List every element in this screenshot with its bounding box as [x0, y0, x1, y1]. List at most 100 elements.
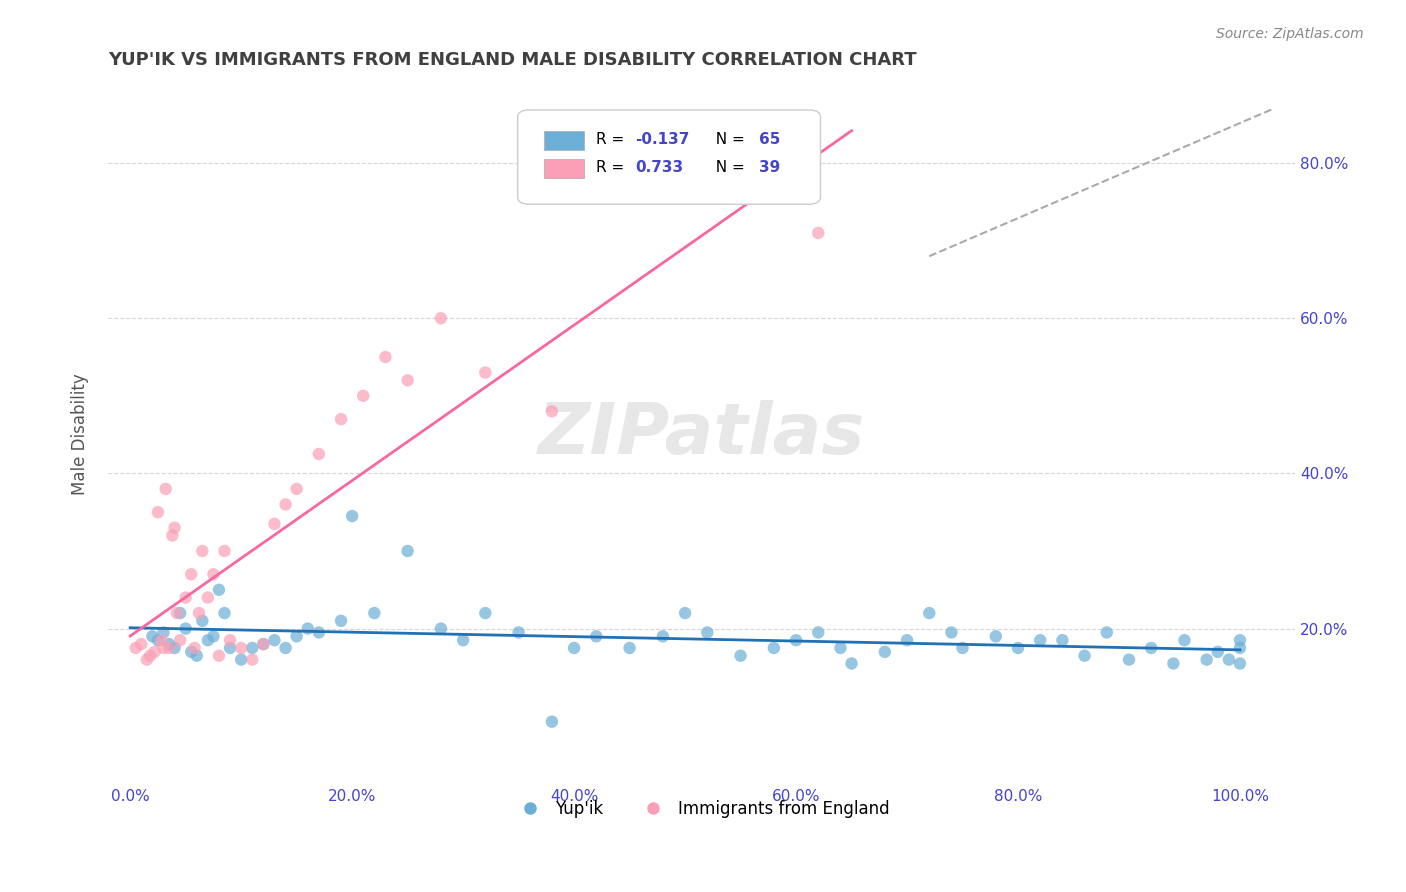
Point	[219, 640, 242, 655]
Point	[150, 633, 173, 648]
Point	[396, 544, 419, 558]
Point	[162, 528, 184, 542]
Point	[186, 648, 208, 663]
Point	[308, 447, 330, 461]
Point	[191, 544, 214, 558]
Point	[841, 657, 863, 671]
Point	[918, 606, 941, 620]
Point	[952, 640, 974, 655]
Point	[1029, 633, 1052, 648]
Point	[191, 614, 214, 628]
Point	[169, 633, 191, 648]
Point	[1229, 633, 1251, 648]
Point	[1163, 657, 1185, 671]
Point	[1206, 645, 1229, 659]
Point	[146, 633, 169, 648]
Point	[274, 498, 297, 512]
Point	[231, 652, 253, 666]
Point	[197, 591, 219, 605]
FancyBboxPatch shape	[544, 131, 583, 151]
Point	[231, 640, 253, 655]
Point	[219, 633, 242, 648]
Point	[157, 637, 180, 651]
Point	[873, 645, 896, 659]
Point	[374, 350, 396, 364]
Point	[785, 633, 807, 648]
Point	[285, 482, 308, 496]
Point	[157, 640, 180, 655]
Point	[585, 629, 607, 643]
Text: R =: R =	[596, 133, 628, 147]
Text: YUP'IK VS IMMIGRANTS FROM ENGLAND MALE DISABILITY CORRELATION CHART: YUP'IK VS IMMIGRANTS FROM ENGLAND MALE D…	[108, 51, 917, 69]
Point	[896, 633, 918, 648]
Point	[174, 591, 197, 605]
Point	[252, 637, 274, 651]
Point	[1052, 633, 1074, 648]
Point	[308, 625, 330, 640]
Point	[807, 625, 830, 640]
Point	[169, 606, 191, 620]
Point	[125, 640, 148, 655]
Point	[166, 606, 188, 620]
Point	[451, 633, 474, 648]
Point	[984, 629, 1007, 643]
Point	[651, 629, 673, 643]
Point	[430, 622, 453, 636]
Point	[152, 640, 174, 655]
Point	[673, 606, 696, 620]
Point	[129, 637, 152, 651]
Point	[474, 606, 496, 620]
Point	[474, 366, 496, 380]
Point	[1195, 652, 1218, 666]
Point	[274, 640, 297, 655]
Text: ZIPatlas: ZIPatlas	[538, 401, 866, 469]
Point	[430, 311, 453, 326]
Point	[180, 645, 202, 659]
Point	[340, 509, 363, 524]
Point	[141, 629, 163, 643]
Point	[188, 606, 211, 620]
Point	[214, 544, 236, 558]
FancyBboxPatch shape	[517, 110, 821, 204]
Point	[619, 640, 641, 655]
Point	[240, 640, 263, 655]
Point	[202, 629, 225, 643]
Text: 65: 65	[759, 133, 780, 147]
Point	[240, 652, 263, 666]
Point	[214, 606, 236, 620]
Text: 39: 39	[759, 161, 780, 176]
Point	[396, 373, 419, 387]
Point	[163, 640, 186, 655]
Point	[1073, 648, 1095, 663]
Point	[263, 516, 285, 531]
Point	[541, 404, 564, 418]
Point	[197, 633, 219, 648]
Point	[208, 648, 231, 663]
Text: N =: N =	[706, 133, 749, 147]
Point	[139, 648, 162, 663]
Point	[941, 625, 963, 640]
Point	[163, 521, 186, 535]
Point	[541, 714, 564, 729]
Point	[562, 640, 585, 655]
Point	[1229, 657, 1251, 671]
Point	[208, 582, 231, 597]
Point	[143, 645, 166, 659]
Point	[1007, 640, 1029, 655]
Point	[762, 640, 785, 655]
Point	[297, 622, 319, 636]
Point	[135, 652, 157, 666]
Point	[263, 633, 285, 648]
Point	[1173, 633, 1195, 648]
Point	[1118, 652, 1140, 666]
Point	[807, 226, 830, 240]
Point	[285, 629, 308, 643]
Point	[330, 614, 353, 628]
Point	[330, 412, 353, 426]
Text: Source: ZipAtlas.com: Source: ZipAtlas.com	[1216, 27, 1364, 41]
Text: -0.137: -0.137	[636, 133, 689, 147]
Point	[155, 482, 177, 496]
Point	[1140, 640, 1163, 655]
Y-axis label: Male Disability: Male Disability	[72, 374, 89, 495]
Text: 0.733: 0.733	[636, 161, 683, 176]
